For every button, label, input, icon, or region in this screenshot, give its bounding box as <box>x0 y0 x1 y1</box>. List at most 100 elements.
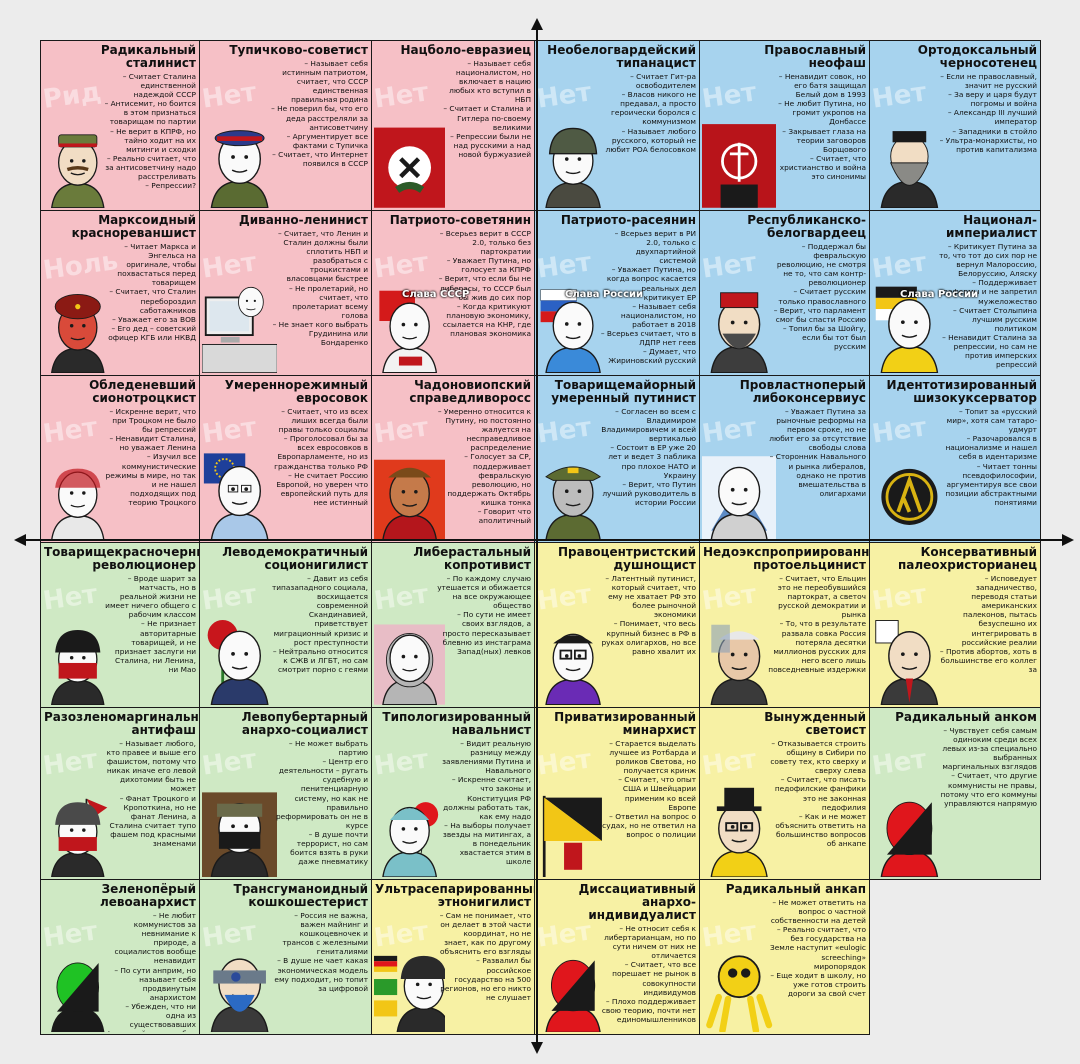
compass-cell: Нет Патриото-советянин – Всерьез верит в С… <box>371 210 535 376</box>
arrow-left-icon <box>14 534 26 546</box>
cell-description: – Сам не понимает, что он делает в этой … <box>439 911 531 1002</box>
crouch-illustration <box>702 937 776 1032</box>
stalinist-illustration <box>43 103 113 208</box>
cell-description: – Всерьез верит в СССР 2.0, только без п… <box>438 229 531 339</box>
compass-cell: Нет Радикальный анкап – Не может ответить … <box>699 879 870 1035</box>
eu-illustration <box>202 437 277 540</box>
sr-illustration <box>374 437 446 540</box>
compass-cell: Нет Вынужденный светоист – Отказывается ст… <box>699 707 870 880</box>
meme-caption: Слава СССР <box>402 289 470 300</box>
compass-cell: Нет Необелогвардейский типанацист – Считае… <box>534 40 700 211</box>
cell-description: – Считает, что Ленин и Сталин должны был… <box>272 229 368 348</box>
compass-cell: НетНедоэкспроприированный протоельцинист… <box>699 542 870 708</box>
cell-title: Товарищемайорный умеренный путинист <box>551 378 696 405</box>
suit-illustration <box>872 603 947 705</box>
glasses-illustration <box>537 603 609 705</box>
compass-cell: Нет Правоцентристский душнощист – Латентны… <box>534 542 700 708</box>
wojak-illustration <box>43 437 113 540</box>
cell-description: – Латентный путинист, который считает, ч… <box>601 574 696 656</box>
balloon-illustration <box>374 771 445 877</box>
cell-title: Недоэкспроприированный протоельцинист <box>703 545 870 572</box>
tophat-illustration <box>702 771 776 877</box>
ancom-illustration <box>872 771 947 877</box>
lambda-illustration <box>872 437 947 540</box>
cell-title: Зеленопёрый левоанархист <box>99 882 196 909</box>
cell-title: Республиканско-белогвардеец <box>747 213 866 240</box>
cell-description: – Считает, что Ельцин это не переобувший… <box>768 574 866 674</box>
cell-description: – Считает Сталина единственной надеждой … <box>104 72 196 191</box>
cell-description: – Называет себя истинным патриотом, счит… <box>271 59 368 169</box>
compass-cell: Нет Левопубертарный анархо-социалист – Не … <box>199 707 372 880</box>
cell-description: – Всерьез верит в РИ 2.0, только с двухп… <box>600 229 696 366</box>
cell-description: – Читает Маркса и Энгельса на оригинале,… <box>108 242 196 342</box>
cell-title: Вынужденный светоист <box>764 710 866 737</box>
compass-cell: Нет Идентотизированный шизокуксерватор – Т… <box>869 375 1041 543</box>
cell-description: – Давит из себя типазападного социала, в… <box>271 574 368 674</box>
compass-cell: Нет Диванно-ленинист – Считает, что Ленин … <box>199 210 372 376</box>
compass-cell: Нет Консервативный палеохристорианец – Исп… <box>869 542 1041 708</box>
mask-illustration <box>202 771 278 877</box>
compass-cell: Нет Ортодоксальный черносотенец – Если не … <box>869 40 1041 211</box>
cyber-illustration <box>202 937 277 1032</box>
cell-description: – Уважает Путина за рыночные реформы на … <box>769 407 866 498</box>
cell-description: – Ненавидит совок, но его батя защищал Б… <box>778 72 866 182</box>
political-compass-grid: Рид Радикальный сталинист – Считает Сталин… <box>40 40 1041 1035</box>
rose-illustration <box>202 603 277 705</box>
ldpr-illustration <box>537 271 609 373</box>
vertical-axis <box>536 22 538 1052</box>
compass-cell: Нет Тупичково-советист – Называет себя ист… <box>199 40 372 211</box>
compass-cell: Рид Радикальный сталинист – Считает Сталин… <box>40 40 200 211</box>
ancap-illustration <box>537 937 609 1032</box>
cell-title: Православный неофаш <box>764 43 866 70</box>
cell-description: – Исповедует западничество, переводя ста… <box>939 574 1037 674</box>
compass-cell: Нет Товарищемайорный умеренный путинист – … <box>534 375 700 543</box>
beard-illustration <box>872 103 947 208</box>
cell-title: Диванно-ленинист <box>239 213 368 227</box>
arrow-right-icon <box>1062 534 1074 546</box>
beanie-illustration <box>43 771 113 877</box>
flag-illustration <box>702 103 777 208</box>
hijab-illustration <box>374 603 446 705</box>
compass-cell: Нет Диссациативный анархо-индивидуалист – … <box>534 879 700 1035</box>
cell-description: – Не любит коммунистов за невнимание к п… <box>106 911 196 1032</box>
cell-title: Национал-империалист <box>945 213 1037 240</box>
compass-cell: Нет Ультрасепарированный этнонигилист – Са… <box>371 879 535 1035</box>
imperial-illustration <box>872 271 947 373</box>
cell-description: – Если не православный, значит не русски… <box>939 72 1037 154</box>
compass-cell: Нет Республиканско-белогвардеец – Поддержа… <box>699 210 870 376</box>
cell-description: – Считает Гит-ра освободителем – Власов … <box>605 72 697 154</box>
compass-cell: Нет Товарищекрасночерный революционер – Вр… <box>40 542 200 708</box>
cell-title: Ультрасепарированный этнонигилист <box>375 882 535 909</box>
cell-title: Радикальный сталинист <box>100 43 196 70</box>
cell-title: Леводемократичный соционигилист <box>222 545 368 572</box>
cell-description: – Не может ответить на вопрос о частной … <box>769 898 866 998</box>
cell-title: Типологизированный навальнист <box>382 710 531 737</box>
compass-cell: Нет Трансгуманоидный кошкошестерист – Росс… <box>199 879 372 1035</box>
liberal-illustration <box>702 437 777 540</box>
cell-title: Приватизированный минархист <box>554 710 696 737</box>
cell-description: – Считает, что из всех лиших всегда были… <box>274 407 368 507</box>
cell-title: Чадоновиопский справедливоросс <box>409 378 531 405</box>
officer-illustration <box>537 437 609 540</box>
separ-illustration <box>374 937 446 1032</box>
cell-title: Радикальный анкап <box>725 882 866 896</box>
arrow-up-icon <box>531 18 543 30</box>
cell-title: Необелогвардейский типанацист <box>547 43 696 70</box>
cell-title: Ортодоксальный черносотенец <box>917 43 1037 70</box>
cell-title: Нацболо-евразиец <box>400 43 531 57</box>
cell-title: Патриото-расеянин <box>560 213 696 227</box>
compass-cell: Нет Православный неофаш – Ненавидит совок,… <box>699 40 870 211</box>
cell-description: – Чувствует себя самым одиноким среди вс… <box>940 726 1037 808</box>
green-illustration <box>43 937 113 1032</box>
cell-description: – Видит реальную разницу между заявления… <box>442 739 531 867</box>
cell-title: Левопубертарный анархо-социалист <box>241 710 368 737</box>
cap-illustration <box>202 103 277 208</box>
pc-illustration <box>202 271 278 373</box>
cell-title: Диссациативный анархо-индивидуалист <box>578 882 696 922</box>
cell-description: – Не относит себя к либертарианцам, но п… <box>601 924 696 1024</box>
helmet-illustration <box>537 103 609 208</box>
natbol-illustration <box>374 103 446 208</box>
cossack-illustration <box>702 271 776 373</box>
cell-title: Марксоидный краснореваншист <box>71 213 196 240</box>
compass-cell: Нет Типологизированный навальнист – Видит … <box>371 707 535 880</box>
